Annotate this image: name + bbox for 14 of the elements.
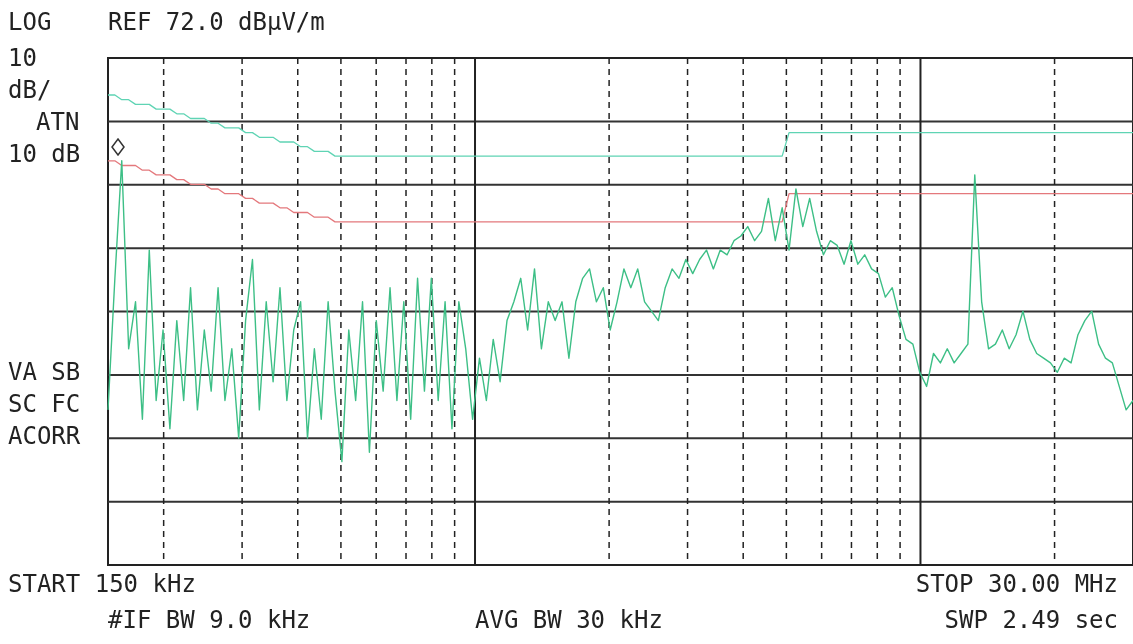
text: AVG BW 30 kHz — [475, 606, 663, 634]
text: LOG — [8, 8, 52, 36]
text: SC FC — [8, 390, 81, 418]
text: 10 dB — [8, 140, 81, 168]
text: START 150 kHz — [8, 570, 196, 598]
text: #IF BW 9.0 kHz — [108, 606, 311, 634]
text: REF 72.0 dBµV/m — [108, 8, 325, 36]
text: dB/ — [8, 76, 52, 104]
text: 10 — [8, 44, 37, 72]
text: STOP 30.00 MHz — [915, 570, 1118, 598]
text: SWP 2.49 sec — [944, 606, 1118, 634]
text: VA SB — [8, 358, 81, 386]
text: ATN — [36, 108, 80, 136]
text: ACORR — [8, 422, 81, 450]
